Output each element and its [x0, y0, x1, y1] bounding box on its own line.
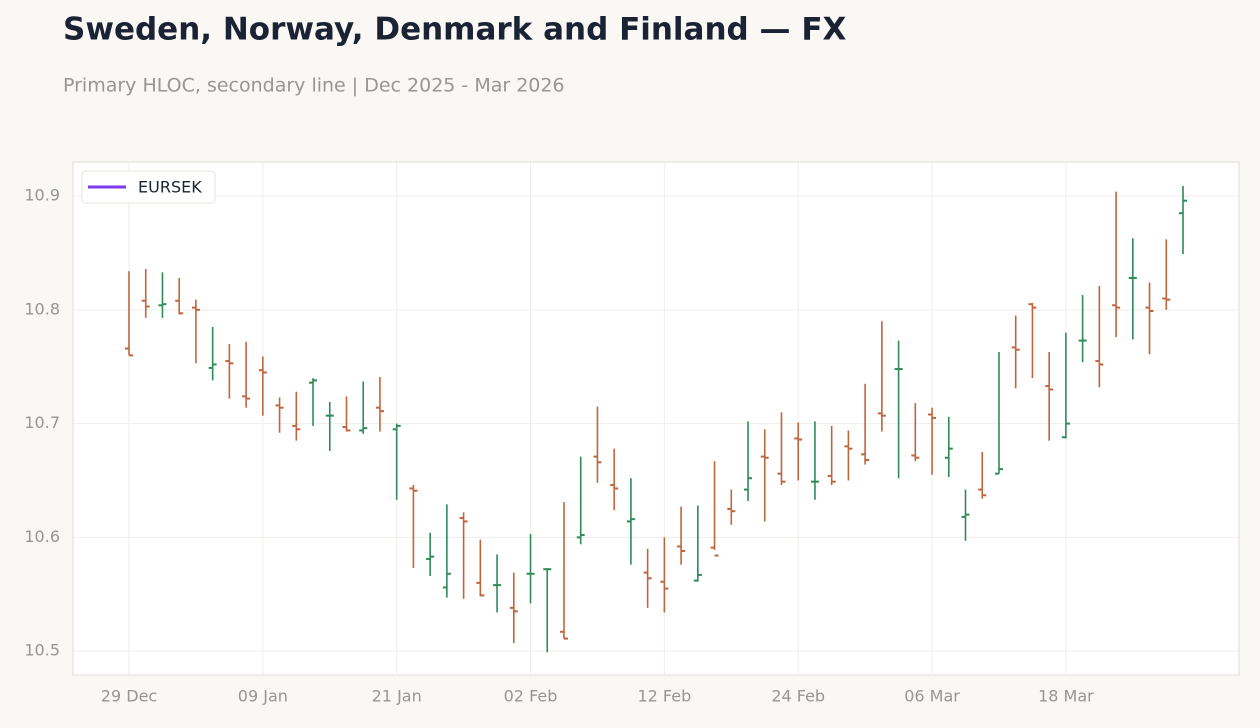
- x-tick-label: 24 Feb: [771, 687, 825, 706]
- y-tick-label: 10.5: [24, 641, 60, 660]
- chart-title: Sweden, Norway, Denmark and Finland — FX: [63, 12, 847, 48]
- legend-label: EURSEK: [138, 178, 202, 197]
- x-tick-label: 09 Jan: [238, 687, 288, 706]
- y-tick-label: 10.6: [24, 527, 60, 546]
- x-tick-label: 02 Feb: [504, 687, 558, 706]
- legend-box: [81, 170, 216, 204]
- y-tick-label: 10.8: [24, 299, 60, 318]
- x-tick-label: 06 Mar: [904, 687, 960, 706]
- y-tick-label: 10.7: [24, 413, 60, 432]
- chart-subtitle: Primary HLOC, secondary line | Dec 2025 …: [63, 75, 565, 97]
- plot-area: [72, 161, 1240, 676]
- y-tick-label: 10.9: [24, 186, 60, 205]
- x-tick-label: 29 Dec: [101, 687, 157, 706]
- x-tick-label: 18 Mar: [1038, 687, 1094, 706]
- x-tick-label: 12 Feb: [637, 687, 691, 706]
- x-tick-label: 21 Jan: [372, 687, 422, 706]
